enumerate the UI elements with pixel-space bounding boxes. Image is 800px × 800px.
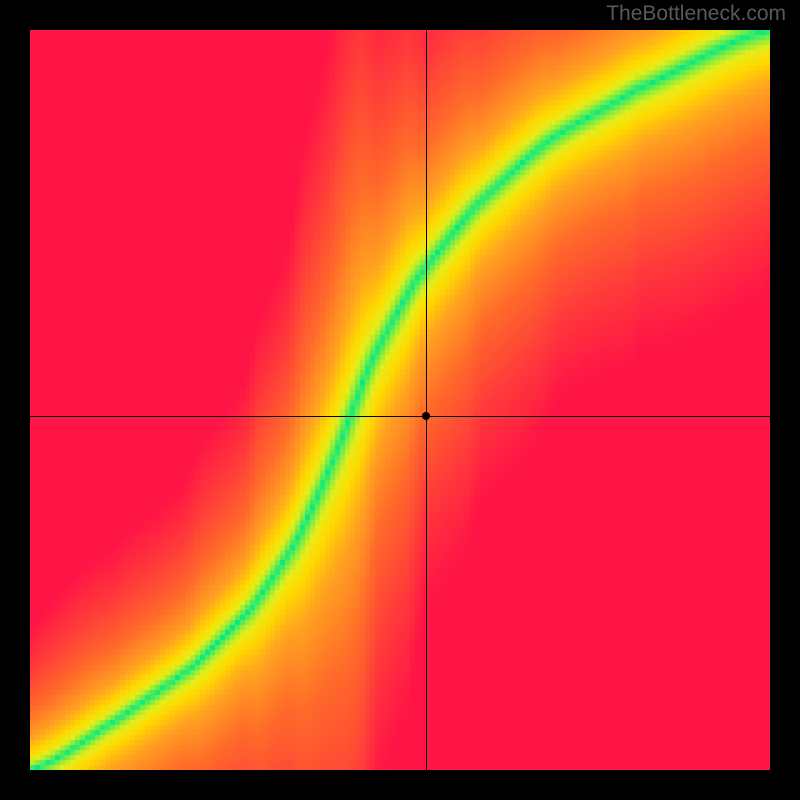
watermark-text: TheBottleneck.com [606,2,786,26]
crosshair-horizontal [30,416,770,417]
crosshair-dot [422,412,430,420]
crosshair-vertical [426,30,427,770]
heatmap-plot [30,30,770,770]
heatmap-canvas [30,30,770,770]
